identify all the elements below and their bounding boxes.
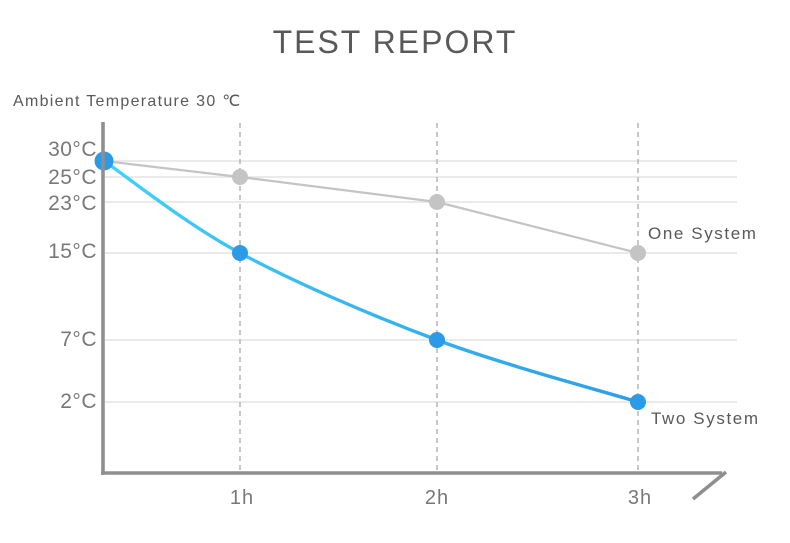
y-axis-tick-label: 23°C — [48, 192, 97, 215]
y-axis-tick-label: 15°C — [48, 240, 97, 263]
ambient-temperature-note: Ambient Temperature 30 ℃ — [13, 93, 242, 110]
one-system-point-1h — [232, 169, 248, 185]
x-axis-tick-label: 2h — [424, 487, 450, 509]
one-system-point-2h — [429, 194, 445, 210]
two-system-line — [103, 159, 639, 404]
one-system-point-3h — [630, 245, 646, 261]
y-axis-tick-label: 7°C — [60, 328, 97, 351]
series-label-one-system: One System — [648, 224, 758, 243]
x-axis-arrow — [691, 470, 728, 501]
grid-layer — [105, 123, 737, 471]
axis-layer — [101, 122, 728, 501]
y-axis-tick-label: 25°C — [48, 166, 97, 189]
two-system-point-3h — [630, 394, 646, 410]
two-system-point-1h — [232, 245, 248, 261]
page-title: TEST REPORT — [272, 24, 518, 60]
x-axis-tick-label: 3h — [627, 487, 653, 509]
x-axis-tick-label: 1h — [229, 487, 255, 509]
y-axis-tick-label: 30°C — [48, 138, 97, 161]
one-system-line — [103, 159, 639, 255]
series-layer — [94, 151, 646, 410]
two-system-point-2h — [429, 332, 445, 348]
series-label-two-system: Two System — [651, 409, 760, 428]
y-axis-tick-label: 2°C — [60, 390, 97, 413]
